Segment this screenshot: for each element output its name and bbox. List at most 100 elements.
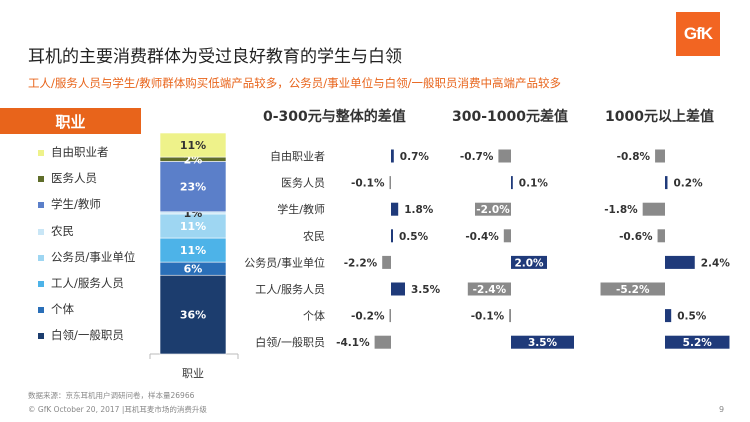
page-title: 耳机的主要消费群体为受过良好教育的学生与白领: [28, 47, 402, 67]
diff-value-label: 2.4%: [701, 257, 731, 269]
legend-label: 学生/教师: [51, 197, 101, 212]
diff-value-label: -2.4%: [473, 284, 507, 296]
legend-label: 个体: [51, 302, 74, 317]
legend-item: 农民: [38, 223, 156, 251]
legend-item: 医务人员: [38, 172, 156, 198]
diff-bar: [665, 309, 672, 323]
legend-item: 学生/教师: [38, 198, 156, 224]
category-label: 白领/一般职员: [255, 335, 325, 349]
legend-swatch: [38, 228, 44, 235]
legend-swatch: [38, 280, 44, 287]
stack-segment: [159, 237, 227, 263]
diff-bar: [503, 229, 511, 243]
data-source: 数据来源：京东耳机用户调研问卷，样本量26966: [28, 391, 195, 400]
stack-value-label: 11%: [180, 139, 206, 152]
section-head-300-1000: 300-1000元差值: [452, 109, 568, 125]
diff-bar: [642, 202, 665, 216]
diff-value-label: 1.8%: [404, 204, 434, 216]
diff-bar: [511, 176, 513, 190]
stack-value-label: 36%: [180, 309, 206, 322]
section-head-1000-plus: 1000元以上差值: [605, 109, 714, 125]
diff-bar: [665, 255, 695, 269]
diff-value-label: 5.2%: [683, 337, 713, 349]
legend-swatch: [38, 307, 44, 314]
gfk-logo: GfK: [676, 12, 720, 56]
category-label: 医务人员: [281, 177, 325, 190]
stack-segment: [159, 161, 227, 213]
copyright: © GfK October 20, 2017 |耳机耳麦市场的消费升级: [28, 405, 207, 414]
diff-bar: [511, 255, 547, 269]
diff-value-label: 2.0%: [514, 257, 544, 269]
stack-x-label: 职业: [182, 367, 204, 380]
diff-bar: [382, 255, 391, 269]
diff-bar: [509, 309, 511, 323]
stack-value-label: 23%: [180, 181, 206, 194]
category-label: 工人/服务人员: [255, 283, 325, 296]
diff-bar: [498, 149, 511, 163]
legend-label: 自由职业者: [51, 145, 109, 159]
diff-bar: [391, 229, 393, 243]
diff-value-label: -0.6%: [619, 231, 653, 243]
legend-label: 工人/服务人员: [51, 275, 124, 290]
legend-item: 白领/一般职员: [38, 329, 156, 355]
diff-value-label: -2.0%: [476, 204, 510, 216]
diff-bar: [391, 282, 405, 296]
diff-value-label: -0.8%: [617, 151, 651, 163]
legend-swatch: [38, 150, 44, 156]
legend-swatch: [38, 202, 44, 209]
diff-value-label: -0.4%: [465, 231, 499, 243]
legend-item: 工人/服务人员: [38, 275, 156, 303]
section-head-0-300: 0-300元与整体的差值: [263, 109, 406, 125]
diff-bar: [655, 149, 665, 163]
diff-bar: [665, 176, 668, 190]
diff-value-label: 3.5%: [411, 284, 441, 296]
stack-value-label: 11%: [180, 220, 206, 233]
legend-swatch: [38, 333, 44, 340]
diff-value-label: -4.1%: [336, 337, 370, 349]
diff-value-label: -0.1%: [351, 178, 385, 190]
legend-swatch: [38, 176, 44, 183]
stack-segment: [159, 213, 227, 239]
diff-value-label: -2.2%: [344, 257, 378, 269]
diff-value-label: 0.5%: [399, 231, 429, 243]
diff-bar: [600, 282, 665, 296]
occupation-box: 职业: [0, 108, 141, 134]
diff-value-label: -1.8%: [604, 204, 638, 216]
legend-swatch: [38, 254, 44, 261]
diff-bar: [475, 202, 511, 216]
diff-value-label: 3.5%: [528, 337, 558, 349]
legend-item: 个体: [38, 303, 156, 329]
diff-bar: [467, 282, 511, 296]
legend-label: 公务员/事业单位: [51, 249, 136, 264]
legend-label: 医务人员: [51, 171, 97, 186]
category-label: 农民: [303, 229, 325, 243]
diff-value-label: 0.7%: [400, 151, 430, 163]
diff-bar: [391, 149, 394, 163]
diff-bar: [391, 202, 399, 216]
legend-item: 自由职业者: [38, 146, 156, 172]
legend-label: 白领/一般职员: [51, 328, 124, 343]
page-subtitle: 工人/服务人员与学生/教师群体购买低端产品较多，公务员/事业单位与白领/一般职员…: [28, 76, 561, 90]
diff-value-label: 0.1%: [519, 178, 549, 190]
diff-bar: [374, 335, 391, 349]
diff-value-label: 0.2%: [673, 178, 703, 190]
diff-value-label: -0.2%: [351, 311, 385, 323]
stack-legend: 自由职业者医务人员学生/教师农民公务员/事业单位 工人/服务人员 个体白领/一般职员: [38, 146, 156, 356]
category-label: 自由职业者: [270, 149, 325, 163]
diff-value-label: -0.7%: [460, 151, 494, 163]
diff-bar: [511, 335, 574, 349]
diff-value-label: -5.2%: [616, 284, 650, 296]
diff-bar: [657, 229, 665, 243]
diff-bar: [389, 176, 391, 190]
page-number: 9: [719, 405, 725, 414]
category-label: 公务员/事业单位: [244, 255, 325, 269]
stack-segment: [159, 132, 227, 158]
legend-label: 农民: [51, 223, 74, 238]
stack-segment: [159, 274, 227, 355]
diff-value-label: 0.5%: [677, 311, 707, 323]
category-label: 个体: [303, 309, 325, 323]
diff-bar: [665, 335, 730, 349]
legend-item: 公务员/事业单位: [38, 249, 156, 277]
stack-value-label: 6%: [184, 263, 203, 276]
